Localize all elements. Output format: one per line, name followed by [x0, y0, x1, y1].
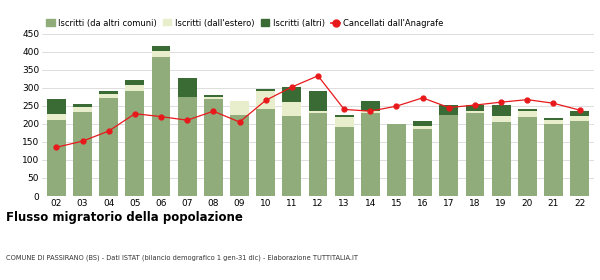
Bar: [570, 111, 589, 116]
Bar: [439, 115, 458, 196]
Bar: [518, 111, 537, 116]
Bar: [308, 113, 328, 196]
Bar: [308, 91, 328, 111]
Bar: [99, 94, 118, 98]
Bar: [466, 111, 484, 113]
Bar: [256, 109, 275, 196]
Bar: [73, 104, 92, 107]
Bar: [47, 114, 66, 120]
Bar: [99, 98, 118, 196]
Bar: [47, 99, 66, 114]
Bar: [283, 87, 301, 102]
Bar: [518, 116, 537, 196]
Bar: [178, 78, 197, 97]
Bar: [413, 126, 432, 129]
Bar: [361, 111, 380, 113]
Bar: [466, 113, 484, 196]
Bar: [466, 105, 484, 111]
Bar: [230, 101, 249, 115]
Bar: [73, 107, 92, 112]
Bar: [47, 120, 66, 196]
Bar: [204, 95, 223, 97]
Bar: [544, 118, 563, 120]
Bar: [283, 116, 301, 196]
Bar: [152, 51, 170, 57]
Bar: [256, 89, 275, 91]
Bar: [335, 116, 353, 127]
Bar: [361, 113, 380, 196]
Bar: [492, 116, 511, 122]
Bar: [518, 109, 537, 111]
Bar: [335, 115, 353, 116]
Bar: [413, 121, 432, 126]
Bar: [570, 116, 589, 121]
Bar: [492, 105, 511, 116]
Text: Flusso migratorio della popolazione: Flusso migratorio della popolazione: [6, 211, 243, 224]
Bar: [439, 105, 458, 115]
Bar: [544, 124, 563, 196]
Bar: [230, 115, 249, 196]
Bar: [413, 129, 432, 196]
Bar: [361, 101, 380, 111]
Bar: [125, 80, 144, 85]
Text: COMUNE DI PASSIRANO (BS) - Dati ISTAT (bilancio demografico 1 gen-31 dic) - Elab: COMUNE DI PASSIRANO (BS) - Dati ISTAT (b…: [6, 255, 358, 261]
Bar: [204, 99, 223, 196]
Legend: Iscritti (da altri comuni), Iscritti (dall'estero), Iscritti (altri), Cancellati: Iscritti (da altri comuni), Iscritti (da…: [46, 19, 443, 28]
Bar: [387, 124, 406, 196]
Bar: [125, 85, 144, 91]
Bar: [152, 46, 170, 51]
Bar: [178, 97, 197, 196]
Bar: [99, 91, 118, 94]
Bar: [152, 57, 170, 196]
Bar: [308, 111, 328, 113]
Bar: [492, 122, 511, 196]
Bar: [570, 121, 589, 196]
Bar: [544, 120, 563, 124]
Bar: [256, 91, 275, 109]
Bar: [283, 102, 301, 116]
Bar: [204, 97, 223, 99]
Bar: [125, 91, 144, 196]
Bar: [73, 112, 92, 196]
Bar: [335, 127, 353, 196]
